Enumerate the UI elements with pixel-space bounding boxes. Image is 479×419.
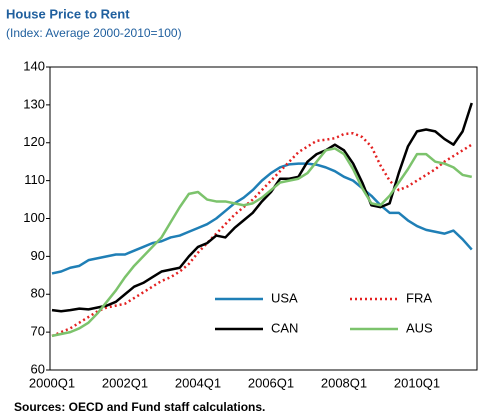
chart-title: House Price to Rent [6,6,130,21]
legend-label: AUS [406,320,433,335]
y-tick-label: 100 [23,210,45,225]
x-tick-label: 2002Q1 [102,375,148,390]
y-tick-label: 70 [31,324,45,339]
y-tick-label: 90 [31,248,45,263]
x-tick-label: 2000Q1 [29,375,75,390]
legend-label: USA [271,290,298,305]
x-tick-label: 2008Q1 [321,375,367,390]
legend-label: FRA [406,290,432,305]
y-tick-label: 60 [31,361,45,376]
y-tick-label: 110 [24,172,45,187]
series-line [51,132,473,338]
series-line [51,102,473,313]
y-tick-label: 130 [23,96,45,111]
y-tick-label: 80 [31,286,45,301]
x-tick-label: 2006Q1 [248,375,294,390]
x-tick-label: 2010Q1 [394,375,440,390]
series-line [51,147,473,338]
source-note: Sources: OECD and Fund staff calculation… [14,400,265,414]
y-tick-label: 120 [23,134,45,149]
y-tick-label: 140 [23,58,45,73]
chart-subtitle: (Index: Average 2000-2010=100) [6,26,182,40]
series-line [51,162,473,275]
legend-label: CAN [271,320,298,335]
x-tick-label: 2004Q1 [175,375,221,390]
